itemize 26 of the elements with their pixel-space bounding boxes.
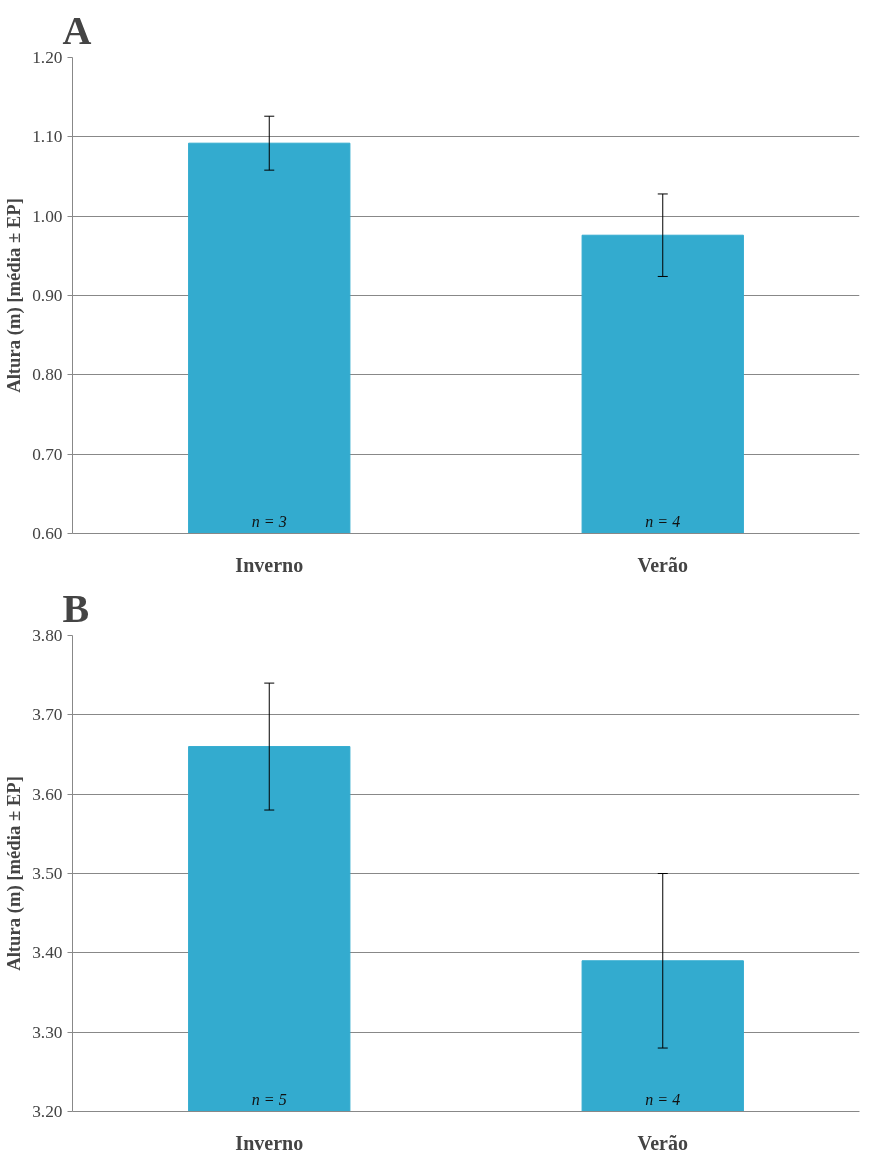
y-tick-label: 3.60 [32,784,63,804]
y-tick-label: 3.20 [32,1102,63,1121]
x-tick-label: Inverno [235,1131,304,1154]
y-tick-label: 0.80 [32,365,63,385]
y-tick-label: 3.30 [32,1022,63,1042]
x-tick-label: Verão [637,1131,688,1154]
y-tick-label: 0.90 [32,286,63,305]
y-tick-label: 3.80 [32,626,63,645]
x-tick-label: Inverno [235,553,304,576]
y-tick-label: 3.70 [32,705,63,725]
y-tick-label: 0.70 [32,444,63,464]
chart-title: B [62,585,90,631]
y-tick-label: 3.40 [32,943,63,963]
y-tick-label: 3.50 [32,864,63,883]
annotation: n = 5 [251,1090,287,1108]
annotation: n = 4 [645,512,681,530]
y-tick-label: 0.60 [32,524,63,543]
x-tick-label: Verão [637,553,688,576]
annotation: n = 4 [645,1090,681,1108]
y-tick-label: 1.10 [32,127,63,147]
y-tick-label: 1.00 [32,206,63,226]
chart-title: A [62,7,92,53]
y-tick-label: 1.20 [32,48,63,67]
y-axis-title: Altura (m) [média ± EP] [3,198,26,393]
y-axis-title: Altura (m) [média ± EP] [3,776,26,971]
annotation: n = 3 [251,512,287,530]
